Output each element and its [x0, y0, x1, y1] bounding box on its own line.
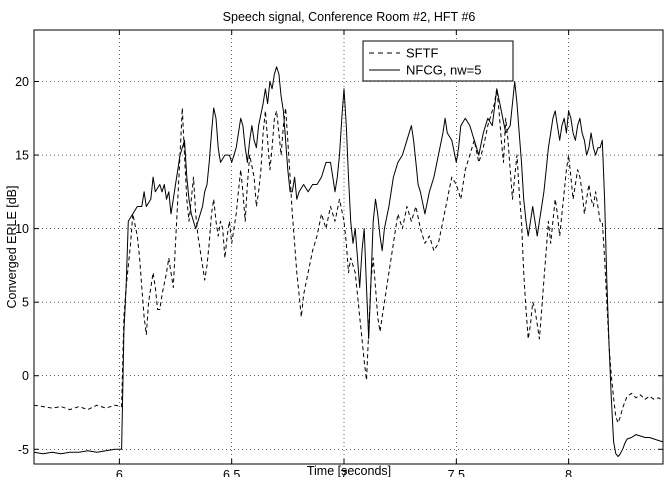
y-tick-label: 10 [15, 222, 29, 236]
y-tick-label: 5 [22, 296, 29, 310]
x-tick-label: 8 [565, 468, 572, 477]
series-line-nfcg [33, 66, 664, 458]
x-tick-label: 6 [116, 468, 123, 477]
plot-frame [33, 29, 664, 465]
legend: SFTF NFCG, nw=5 [362, 40, 514, 82]
legend-box [362, 40, 514, 82]
series-line-sftf [33, 88, 664, 424]
x-tick-label: 6.5 [223, 468, 240, 477]
grid-lines [34, 30, 663, 464]
legend-label-sftf: SFTF [406, 46, 439, 61]
chart-title: Speech signal, Conference Room #2, HFT #… [223, 10, 476, 24]
x-tick-label: 7.5 [448, 468, 465, 477]
y-tick-label: 15 [15, 149, 29, 163]
x-axis-label: Time [seconds] [307, 464, 391, 477]
y-tick-label: 20 [15, 75, 29, 89]
y-tick-label: 0 [22, 369, 29, 383]
y-tick-label: -5 [18, 443, 29, 457]
series-group [33, 66, 664, 458]
axis-ticks: 6 6.5 7 7.5 8 -5 0 5 10 15 20 [15, 30, 663, 477]
legend-label-nfcg: NFCG, nw=5 [406, 63, 482, 78]
y-axis-label: Converged ERLE [dB] [5, 186, 19, 309]
x-tick-label: 7 [341, 468, 348, 477]
